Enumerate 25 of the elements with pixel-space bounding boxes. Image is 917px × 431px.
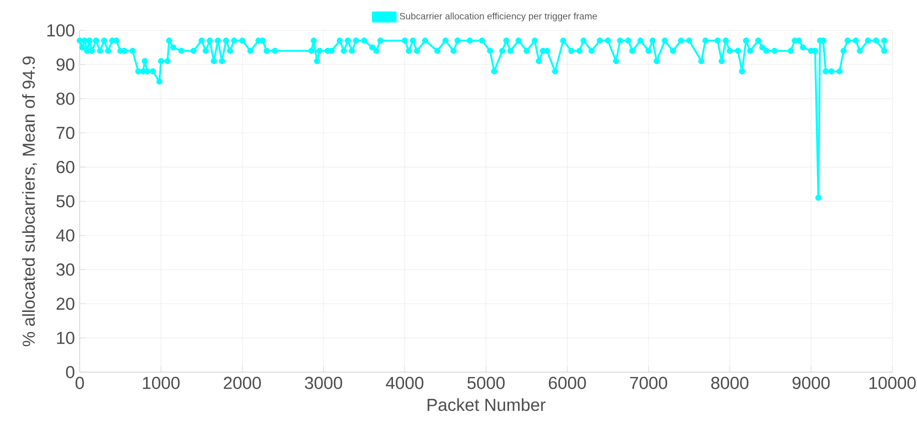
x-tick-label: 10000 [870, 376, 916, 390]
x-tick-label: 8000 [711, 376, 748, 390]
x-tick-label: 5000 [467, 376, 505, 390]
y-tick-label: 50 [56, 195, 74, 208]
y-axis-title: % allocated subcarriers, Mean of 94.9 [22, 56, 37, 346]
legend-label: Subcarrier allocation efficiency per trigger frame [400, 12, 597, 22]
x-tick-label: 1000 [143, 376, 180, 390]
y-tick-label: 20 [56, 298, 74, 310]
x-axis-title: Packet Number [428, 398, 546, 412]
y-tick-label: 100 [47, 24, 74, 37]
y-tick-label: 90 [56, 58, 74, 71]
y-tick-label: 10 [57, 332, 74, 344]
y-tick-label: 30 [56, 263, 74, 276]
y-tick-label: 80 [56, 92, 74, 105]
x-tick-label: 9000 [792, 376, 830, 390]
x-tick-label: 4000 [386, 376, 424, 390]
y-tick-label: 0 [66, 366, 74, 378]
x-tick-label: 7000 [630, 376, 668, 390]
y-tick-label: 70 [56, 126, 74, 140]
x-tick-label: 2000 [224, 376, 261, 390]
x-tick-label: 3000 [304, 376, 342, 390]
x-tick-label: 6000 [548, 376, 586, 390]
y-tick-label: 60 [56, 160, 74, 174]
y-tick-label: 40 [56, 229, 74, 242]
x-tick-label: 0 [76, 376, 84, 390]
